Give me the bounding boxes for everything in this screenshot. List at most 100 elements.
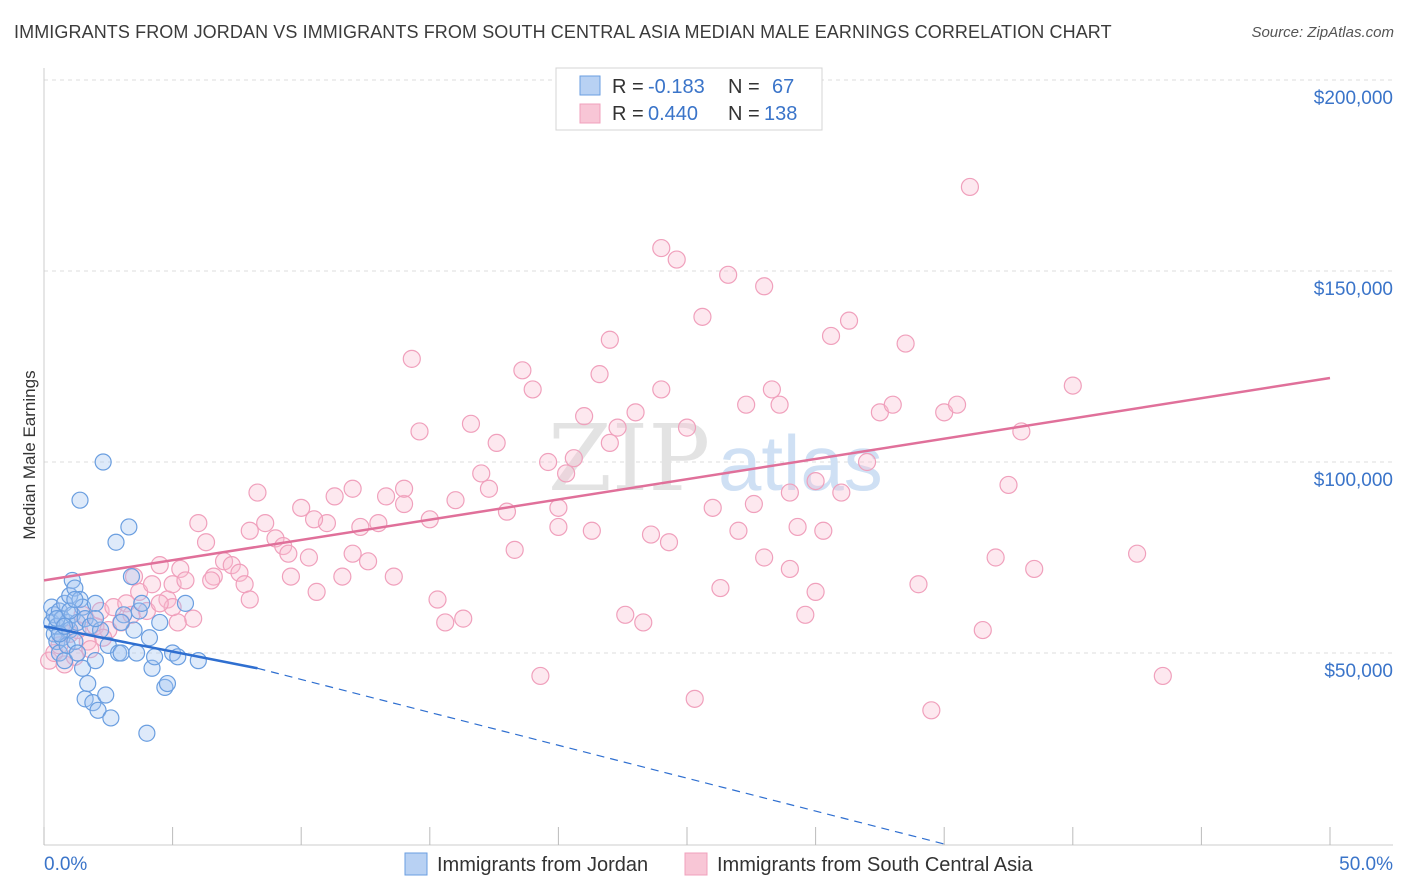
sca-point [351,517,370,537]
sca-point [487,433,506,452]
trend-lines [43,376,1331,845]
jordan-point [86,652,105,670]
sca-point [325,487,344,506]
sca-point [117,594,136,613]
source-label: Source: ZipAtlas.com [1251,24,1394,41]
sca-point [1025,559,1044,579]
sca-point [256,514,275,533]
sca-point [410,422,429,441]
jordan-point [151,613,169,632]
legend-n-value-1: 67 [772,76,794,98]
sca-point [744,494,763,514]
jordan-trend-line [43,625,258,670]
sca-point [222,556,241,575]
sca-point [626,403,645,422]
x-tick-label-max: 50.0% [1339,854,1393,875]
jordan-point [145,648,164,666]
bottom-legend-label-jordan: Immigrants from Jordan [437,854,648,876]
sca-point [762,380,781,399]
legend-r-value-2: 0.440 [648,103,698,125]
sca-point [446,491,465,510]
sca-point [523,380,542,399]
sca-point [737,395,756,414]
sca-point [729,521,748,540]
legend-n-label-1: N = [728,76,760,98]
sca-point [549,498,568,517]
legend-swatch-jordan [579,75,601,96]
correlation-legend: R = -0.183 N = 67 R = 0.440 N = 138 [555,67,823,131]
sca-point [279,544,298,563]
sca-point [376,487,396,506]
jordan-point [112,644,130,662]
jordan-point [140,629,159,647]
sca-point [81,640,100,659]
sca-point [582,521,601,540]
jordan-point [125,621,143,639]
jordan-point [176,594,195,612]
sca-point [780,483,799,502]
sca-point [575,407,594,426]
bottom-legend-label-sca: Immigrants from South Central Asia [717,854,1034,876]
sca-point [677,418,697,437]
sca-point [196,533,216,552]
jordan-point [122,567,141,586]
sca-point [788,517,807,537]
sca-point [184,609,203,628]
axes [43,68,1393,846]
sca-point [461,414,481,433]
sca-point [436,613,455,632]
sca-point [384,567,403,586]
jordan-trend-extension [257,667,945,845]
sca-point [659,533,679,552]
jordan-point [86,594,105,612]
legend-r-label-1: R = [612,76,644,98]
legend-n-value-2: 138 [764,103,797,125]
sca-point [896,334,915,353]
jordan-point [79,674,97,693]
jordan-point [94,453,112,471]
sca-point [299,548,319,567]
sca-point [667,250,686,269]
series-legend: Immigrants from Jordan Immigrants from S… [404,852,1034,876]
legend-r-value-1: -0.183 [648,76,705,98]
sca-point [549,517,568,537]
sca-point [235,575,254,594]
sca-point [986,548,1005,567]
sca-point [693,307,712,326]
sca-point [832,483,851,502]
sca-point [1127,544,1147,563]
sca-point [821,326,841,346]
sca-point [304,510,324,529]
sca-point [142,575,162,594]
sca-point [472,464,491,483]
sca-point [685,689,704,708]
x-tick-label-min: 0.0% [44,854,87,875]
y-axis-label: Median Male Earnings [20,370,39,539]
sca-point [719,265,738,284]
sca-point [171,559,190,579]
jordan-point [66,590,84,609]
sca-point [343,479,362,498]
sca-point [176,571,195,590]
jordan-point [127,644,146,662]
sca-point [1063,376,1082,395]
jordan-point [158,674,177,693]
sca-point [479,479,499,498]
watermark-zip: ZIP [548,405,710,512]
sca-point [839,311,859,330]
y-tick-label-200000: $200,000 [1314,88,1393,109]
sca-point [703,498,722,517]
sca-point [711,578,730,598]
legend-n-label-2: N = [728,103,760,125]
sca-point [428,590,447,609]
jordan-point [112,613,130,632]
sca-point [281,567,301,586]
jordan-point [86,610,105,628]
sca-point [248,483,267,502]
sca-point [505,540,524,559]
sca-point [230,563,249,582]
sca-point [168,613,187,632]
jordan-point [97,686,115,704]
sca-point [150,594,169,613]
bottom-legend-swatch-jordan [404,852,428,876]
